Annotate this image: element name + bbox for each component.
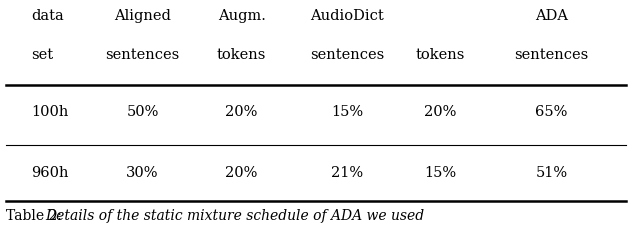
Text: 960h: 960h [31, 165, 69, 179]
Text: 15%: 15% [331, 104, 363, 118]
Text: 20%: 20% [423, 104, 456, 118]
Text: Aligned: Aligned [114, 9, 171, 23]
Text: 20%: 20% [226, 104, 258, 118]
Text: AudioDict: AudioDict [310, 9, 384, 23]
Text: 100h: 100h [31, 104, 68, 118]
Text: sentences: sentences [514, 48, 588, 61]
Text: 21%: 21% [331, 165, 363, 179]
Text: 30%: 30% [126, 165, 159, 179]
Text: sentences: sentences [310, 48, 384, 61]
Text: sentences: sentences [106, 48, 179, 61]
Text: Details of the static mixture schedule of ADA we used: Details of the static mixture schedule o… [46, 208, 425, 222]
Text: tokens: tokens [217, 48, 266, 61]
Text: 50%: 50% [126, 104, 159, 118]
Text: ADA: ADA [535, 9, 568, 23]
Text: 65%: 65% [535, 104, 568, 118]
Text: Augm.: Augm. [218, 9, 265, 23]
Text: Table 2:: Table 2: [6, 208, 66, 222]
Text: tokens: tokens [415, 48, 465, 61]
Text: set: set [31, 48, 53, 61]
Text: 15%: 15% [424, 165, 456, 179]
Text: data: data [31, 9, 64, 23]
Text: 51%: 51% [535, 165, 568, 179]
Text: 20%: 20% [226, 165, 258, 179]
